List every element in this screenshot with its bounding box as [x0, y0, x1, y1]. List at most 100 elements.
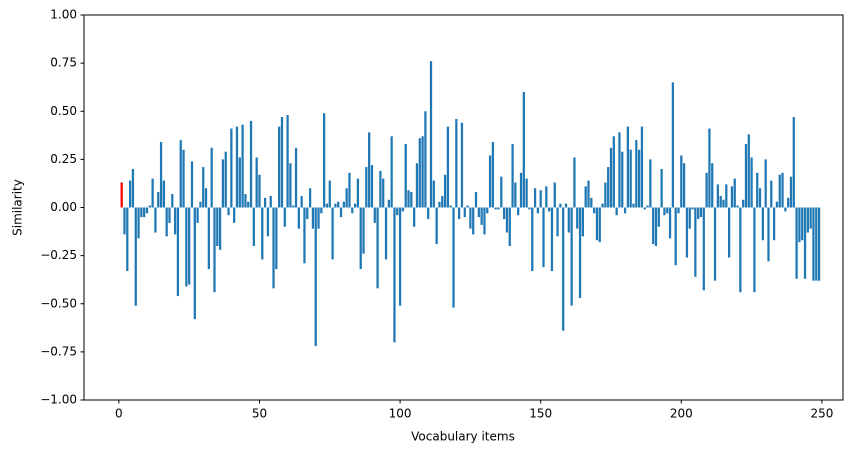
- bar: [224, 151, 227, 208]
- bar: [379, 170, 382, 208]
- bar: [353, 203, 357, 208]
- bar: [789, 176, 793, 208]
- bar: [553, 182, 556, 208]
- bar: [576, 207, 579, 229]
- bar: [297, 207, 300, 229]
- bar: [334, 203, 337, 208]
- bar: [145, 207, 149, 214]
- bar: [362, 207, 365, 254]
- bar: [567, 207, 570, 233]
- bar: [548, 207, 551, 212]
- bar: [311, 207, 315, 229]
- bar: [716, 184, 719, 208]
- bar: [337, 201, 340, 208]
- bar: [429, 61, 433, 208]
- bar: [649, 159, 652, 208]
- bar: [339, 207, 343, 218]
- bar: [216, 207, 219, 246]
- bar: [154, 207, 157, 233]
- bar: [795, 207, 798, 279]
- x-tick-label: 100: [389, 407, 412, 421]
- bar: [480, 207, 483, 225]
- bar: [652, 207, 655, 245]
- bar: [682, 163, 686, 208]
- bar: [368, 132, 371, 208]
- bar: [446, 126, 450, 208]
- bar: [758, 188, 762, 208]
- bar: [328, 180, 331, 208]
- bar: [384, 207, 388, 260]
- bar: [550, 207, 554, 272]
- bar: [744, 143, 748, 208]
- bar: [632, 203, 635, 208]
- bar: [280, 117, 284, 208]
- bar: [331, 207, 334, 260]
- bar: [148, 205, 151, 208]
- bar: [289, 163, 292, 208]
- bar: [196, 207, 199, 223]
- bar: [713, 207, 717, 281]
- bar: [126, 207, 129, 272]
- bar: [348, 172, 351, 208]
- bar: [275, 207, 278, 270]
- bar: [474, 192, 478, 208]
- bar: [441, 195, 444, 208]
- bar: [472, 207, 475, 235]
- bar: [767, 207, 770, 262]
- bar: [317, 207, 320, 229]
- bar: [635, 140, 638, 208]
- bar: [629, 149, 632, 208]
- bar: [325, 203, 329, 208]
- bar: [162, 180, 165, 208]
- bar: [424, 111, 427, 208]
- bar: [570, 207, 573, 306]
- bar: [393, 207, 396, 343]
- bar: [787, 197, 790, 208]
- bar: [376, 207, 379, 289]
- bar: [443, 174, 447, 208]
- bar: [390, 136, 393, 208]
- bar: [637, 149, 641, 208]
- bar: [359, 207, 362, 270]
- x-tick-label: 50: [252, 407, 267, 421]
- bar: [694, 207, 697, 277]
- bar: [666, 207, 669, 214]
- bar: [151, 178, 154, 208]
- bar: [365, 167, 368, 208]
- bar: [505, 207, 509, 233]
- bar: [663, 207, 666, 216]
- bar: [654, 207, 658, 246]
- bar: [320, 207, 323, 214]
- bar: [742, 199, 745, 208]
- bar: [559, 203, 562, 208]
- bar: [511, 143, 514, 208]
- bar: [342, 201, 345, 208]
- bar: [165, 207, 168, 237]
- bar: [778, 174, 781, 208]
- bar: [128, 180, 132, 208]
- bar: [404, 143, 407, 208]
- bar: [604, 182, 607, 208]
- bar: [536, 207, 540, 214]
- bar: [578, 207, 582, 298]
- bar: [413, 207, 416, 227]
- bar: [772, 207, 776, 241]
- bar: [680, 155, 683, 208]
- bar: [739, 207, 742, 293]
- bar: [601, 203, 604, 208]
- bar: [702, 207, 705, 291]
- bar: [685, 207, 689, 258]
- bar: [373, 207, 376, 223]
- bar: [407, 190, 410, 208]
- bar: [387, 199, 390, 208]
- bar: [590, 197, 593, 208]
- bar: [660, 169, 663, 208]
- y-axis-label: Similarity: [11, 179, 25, 236]
- bar: [775, 201, 779, 208]
- bar: [398, 207, 402, 306]
- bar: [483, 207, 486, 235]
- bar: [207, 207, 210, 270]
- bar: [691, 207, 694, 210]
- bar: [432, 180, 435, 208]
- bar: [598, 207, 601, 243]
